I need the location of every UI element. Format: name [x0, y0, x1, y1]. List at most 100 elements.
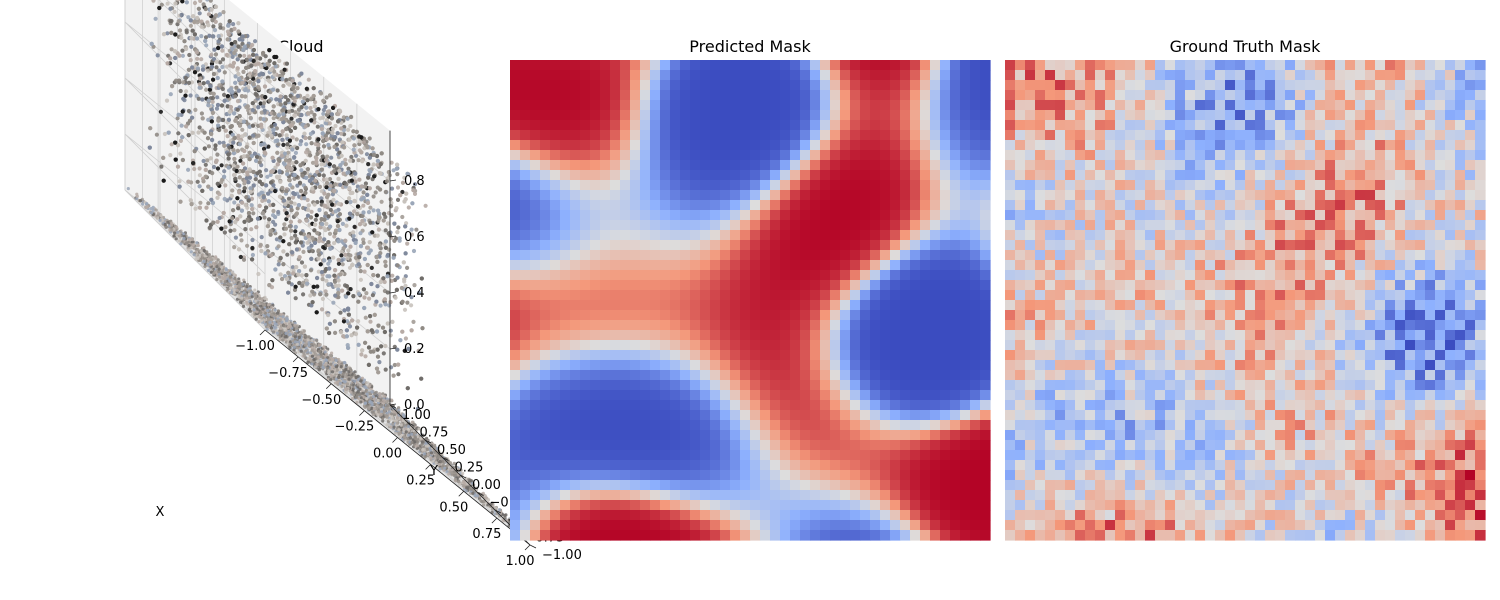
ground-point	[354, 375, 358, 380]
ground-point	[276, 311, 280, 315]
canopy-point	[197, 173, 202, 178]
canopy-point	[217, 215, 222, 221]
canopy-point	[331, 300, 336, 305]
canopy-point	[299, 168, 304, 173]
ground-point	[330, 357, 334, 361]
ground-point	[203, 264, 207, 268]
canopy-point	[199, 34, 204, 39]
ground-point	[226, 282, 230, 286]
ground-point	[199, 249, 203, 253]
ground-point	[374, 390, 378, 394]
ground-point	[324, 362, 328, 366]
ground-point	[215, 277, 219, 282]
ground-point	[215, 265, 219, 269]
ground-point	[382, 394, 386, 398]
canopy-point	[220, 64, 225, 70]
canopy-point	[375, 347, 380, 352]
ground-point	[273, 326, 277, 330]
canopy-point	[372, 312, 377, 317]
canopy-point	[286, 196, 292, 201]
ground-point	[297, 335, 301, 340]
canopy-point	[368, 220, 373, 225]
canopy-point	[221, 10, 226, 15]
ground-point	[350, 397, 355, 401]
ground-point	[282, 324, 286, 328]
canopy-point	[304, 105, 309, 110]
ground-point	[312, 358, 316, 362]
canopy-point	[390, 273, 395, 278]
ground-point	[377, 410, 381, 414]
canopy-point	[383, 263, 388, 268]
canopy-point	[304, 273, 309, 278]
ground-point	[359, 396, 364, 400]
ground-point	[317, 349, 321, 353]
canopy-point	[339, 131, 344, 136]
canopy-point	[326, 261, 331, 266]
canopy-point	[228, 228, 233, 233]
canopy-point	[396, 372, 401, 377]
canopy-point	[286, 290, 291, 295]
canopy-point	[261, 101, 266, 106]
canopy-point	[308, 131, 313, 136]
canopy-point	[250, 252, 255, 258]
ground-point	[202, 248, 206, 253]
ground-point	[306, 338, 310, 342]
ground-point	[266, 313, 270, 317]
canopy-point	[331, 255, 336, 260]
ground-point	[422, 452, 426, 456]
canopy-point	[248, 115, 253, 120]
canopy-point	[205, 80, 210, 85]
canopy-point	[281, 83, 286, 88]
ground-point	[223, 280, 227, 284]
canopy-point	[356, 158, 361, 163]
canopy-point	[365, 245, 370, 250]
ground-point	[287, 322, 291, 326]
ground-point	[217, 267, 221, 271]
ground-point	[414, 444, 418, 448]
ground-point	[314, 344, 318, 349]
canopy-point	[310, 289, 315, 294]
canopy-point	[312, 104, 317, 109]
canopy-point	[222, 169, 227, 174]
canopy-point	[360, 159, 365, 164]
canopy-point	[364, 152, 370, 157]
canopy-point	[301, 292, 306, 297]
ground-point	[420, 440, 424, 444]
canopy-point	[241, 257, 247, 262]
ground-point	[266, 303, 270, 307]
canopy-point	[320, 277, 325, 282]
ground-point	[376, 398, 380, 403]
canopy-point	[371, 208, 376, 213]
ground-point	[319, 361, 323, 365]
canopy-point	[294, 137, 299, 142]
ground-point	[413, 431, 417, 435]
canopy-point	[348, 199, 353, 205]
canopy-point	[333, 182, 338, 187]
ground-point	[150, 211, 154, 215]
ground-point	[196, 244, 200, 248]
canopy-point	[230, 188, 235, 193]
ground-point	[268, 323, 272, 327]
ground-point	[214, 256, 218, 260]
canopy-point	[396, 225, 401, 230]
canopy-point	[395, 185, 401, 190]
ground-point	[207, 253, 211, 257]
canopy-point	[164, 98, 170, 103]
ground-point	[178, 234, 182, 238]
ground-point	[379, 412, 383, 416]
canopy-point	[204, 218, 209, 223]
ground-point	[235, 288, 239, 292]
ground-point	[304, 343, 308, 347]
ground-point	[392, 413, 396, 417]
ground-point	[457, 480, 461, 484]
canopy-point	[367, 296, 372, 301]
canopy-point	[155, 53, 160, 58]
ground-point	[399, 423, 403, 427]
ground-point	[480, 500, 484, 504]
ground-point	[397, 428, 401, 432]
ground-point	[258, 296, 262, 300]
canopy-point	[210, 171, 215, 176]
ground-point	[438, 459, 442, 464]
canopy-point	[218, 25, 223, 30]
ground-point	[174, 237, 178, 241]
